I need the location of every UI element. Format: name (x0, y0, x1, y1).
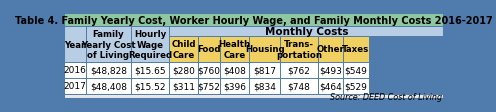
Bar (86, 27, 131, 37)
Bar (220, 37, 249, 62)
Text: Year: Year (64, 40, 86, 49)
Text: $15.52: $15.52 (134, 81, 166, 90)
Bar (64, 27, 86, 62)
Text: $15.65: $15.65 (134, 66, 166, 74)
Text: Health
Care: Health Care (219, 40, 250, 59)
Bar (280, 37, 318, 62)
Text: $549: $549 (345, 66, 368, 74)
Text: 2016: 2016 (63, 66, 86, 74)
Bar (220, 62, 249, 78)
Text: $48,828: $48,828 (90, 66, 127, 74)
Text: $817: $817 (253, 66, 276, 74)
Bar (64, 27, 86, 37)
Text: Child
Care: Child Care (171, 40, 196, 59)
Bar (169, 62, 198, 78)
Bar (318, 37, 343, 62)
Text: $464: $464 (319, 81, 342, 90)
Text: Monthly Costs: Monthly Costs (265, 27, 349, 37)
Bar (64, 78, 86, 94)
Bar (86, 78, 131, 94)
Text: $834: $834 (253, 81, 276, 90)
Bar (343, 62, 369, 78)
Bar (343, 78, 369, 94)
Bar (249, 78, 280, 94)
Text: Source: DEED Cost of Living: Source: DEED Cost of Living (330, 92, 442, 101)
Text: $311: $311 (172, 81, 195, 90)
Bar (64, 14, 444, 27)
Text: Family
Yearly Cost
of Living: Family Yearly Cost of Living (81, 30, 136, 59)
Text: $493: $493 (319, 66, 342, 74)
Text: Table 4. Family Yearly Cost, Worker Hourly Wage, and Family Monthly Costs 2016-2: Table 4. Family Yearly Cost, Worker Hour… (15, 16, 493, 25)
Text: Hourly
Wage
Required: Hourly Wage Required (128, 30, 172, 59)
Text: $529: $529 (345, 81, 368, 90)
Text: $408: $408 (223, 66, 246, 74)
Text: $280: $280 (172, 66, 195, 74)
Text: Taxes: Taxes (342, 45, 370, 54)
Text: $762: $762 (288, 66, 310, 74)
Bar (64, 62, 86, 78)
Bar (249, 62, 280, 78)
Bar (131, 62, 169, 78)
Bar (86, 27, 131, 62)
Text: $48,408: $48,408 (90, 81, 127, 90)
Bar (198, 62, 220, 78)
Bar (280, 78, 318, 94)
Bar (249, 37, 280, 62)
Text: $752: $752 (198, 81, 221, 90)
Text: $760: $760 (197, 66, 221, 74)
Bar (131, 27, 169, 37)
Bar (318, 78, 343, 94)
Text: $396: $396 (223, 81, 246, 90)
Bar (220, 78, 249, 94)
Bar (131, 78, 169, 94)
Bar (280, 62, 318, 78)
Text: 2017: 2017 (63, 81, 86, 90)
Bar (198, 78, 220, 94)
Bar (131, 27, 169, 62)
Bar (343, 37, 369, 62)
Bar (318, 62, 343, 78)
Text: Other: Other (316, 45, 344, 54)
Text: Housing: Housing (245, 45, 285, 54)
Bar (169, 27, 444, 37)
Bar (169, 78, 198, 94)
Text: Food: Food (197, 45, 221, 54)
Text: $748: $748 (288, 81, 310, 90)
Bar (86, 62, 131, 78)
Bar (64, 94, 444, 99)
Bar (198, 37, 220, 62)
Bar (169, 37, 198, 62)
Text: Trans-
portation: Trans- portation (276, 40, 322, 59)
